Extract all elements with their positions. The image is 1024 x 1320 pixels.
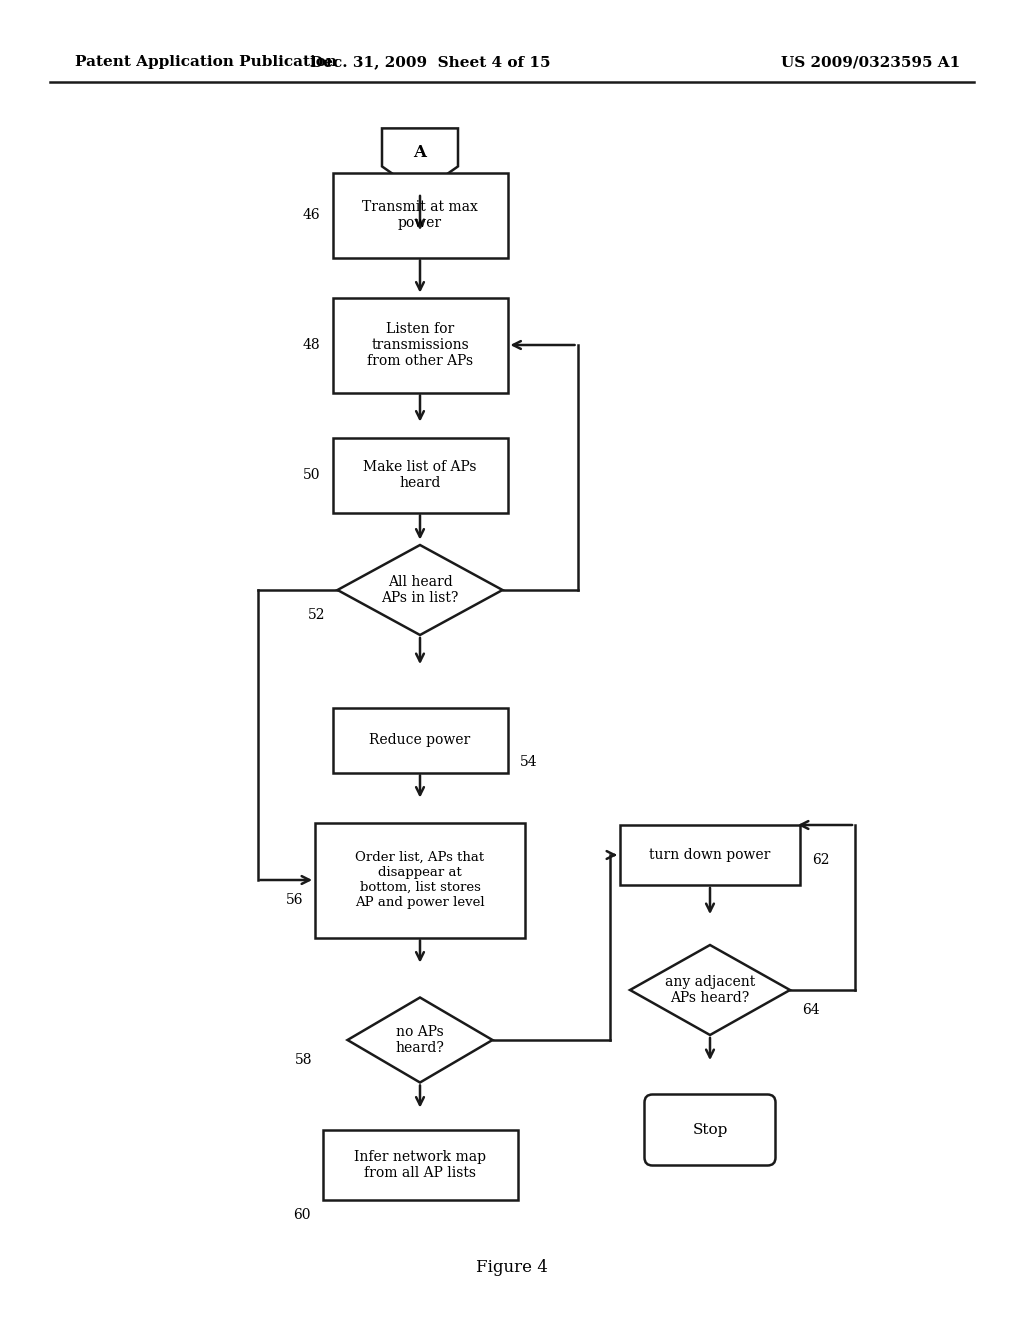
Bar (333, 708, 508, 772)
Text: Stop: Stop (692, 1123, 728, 1137)
Text: US 2009/0323595 A1: US 2009/0323595 A1 (780, 55, 961, 69)
Bar (333, 297, 508, 392)
Text: Patent Application Publication: Patent Application Publication (75, 55, 337, 69)
Text: no APs
heard?: no APs heard? (395, 1024, 444, 1055)
Text: All heard
APs in list?: All heard APs in list? (381, 576, 459, 605)
Text: 64: 64 (802, 1003, 819, 1016)
Text: 52: 52 (308, 609, 326, 622)
Text: Infer network map
from all AP lists: Infer network map from all AP lists (354, 1150, 486, 1180)
Text: Reduce power: Reduce power (370, 733, 471, 747)
Polygon shape (382, 128, 458, 193)
Text: Order list, APs that
disappear at
bottom, list stores
AP and power level: Order list, APs that disappear at bottom… (355, 851, 484, 909)
Text: 56: 56 (286, 894, 303, 907)
Text: Dec. 31, 2009  Sheet 4 of 15: Dec. 31, 2009 Sheet 4 of 15 (309, 55, 550, 69)
Text: 48: 48 (303, 338, 321, 352)
Text: 60: 60 (293, 1208, 310, 1222)
Text: 62: 62 (812, 853, 829, 867)
Bar (620, 825, 800, 884)
Text: A: A (414, 144, 427, 161)
Bar (333, 437, 508, 512)
Text: 54: 54 (519, 755, 538, 770)
Bar (315, 822, 525, 937)
Polygon shape (630, 945, 790, 1035)
Bar (323, 1130, 517, 1200)
Text: Transmit at max
power: Transmit at max power (362, 199, 478, 230)
Text: Make list of APs
heard: Make list of APs heard (364, 459, 477, 490)
Text: any adjacent
APs heard?: any adjacent APs heard? (665, 975, 755, 1005)
Text: 46: 46 (303, 209, 321, 222)
FancyBboxPatch shape (644, 1094, 775, 1166)
Polygon shape (338, 545, 503, 635)
Text: 50: 50 (303, 469, 321, 482)
Bar (333, 173, 508, 257)
Text: Listen for
transmissions
from other APs: Listen for transmissions from other APs (367, 322, 473, 368)
Text: Figure 4: Figure 4 (476, 1259, 548, 1276)
Polygon shape (347, 998, 493, 1082)
Text: 58: 58 (295, 1053, 312, 1067)
Text: turn down power: turn down power (649, 847, 771, 862)
